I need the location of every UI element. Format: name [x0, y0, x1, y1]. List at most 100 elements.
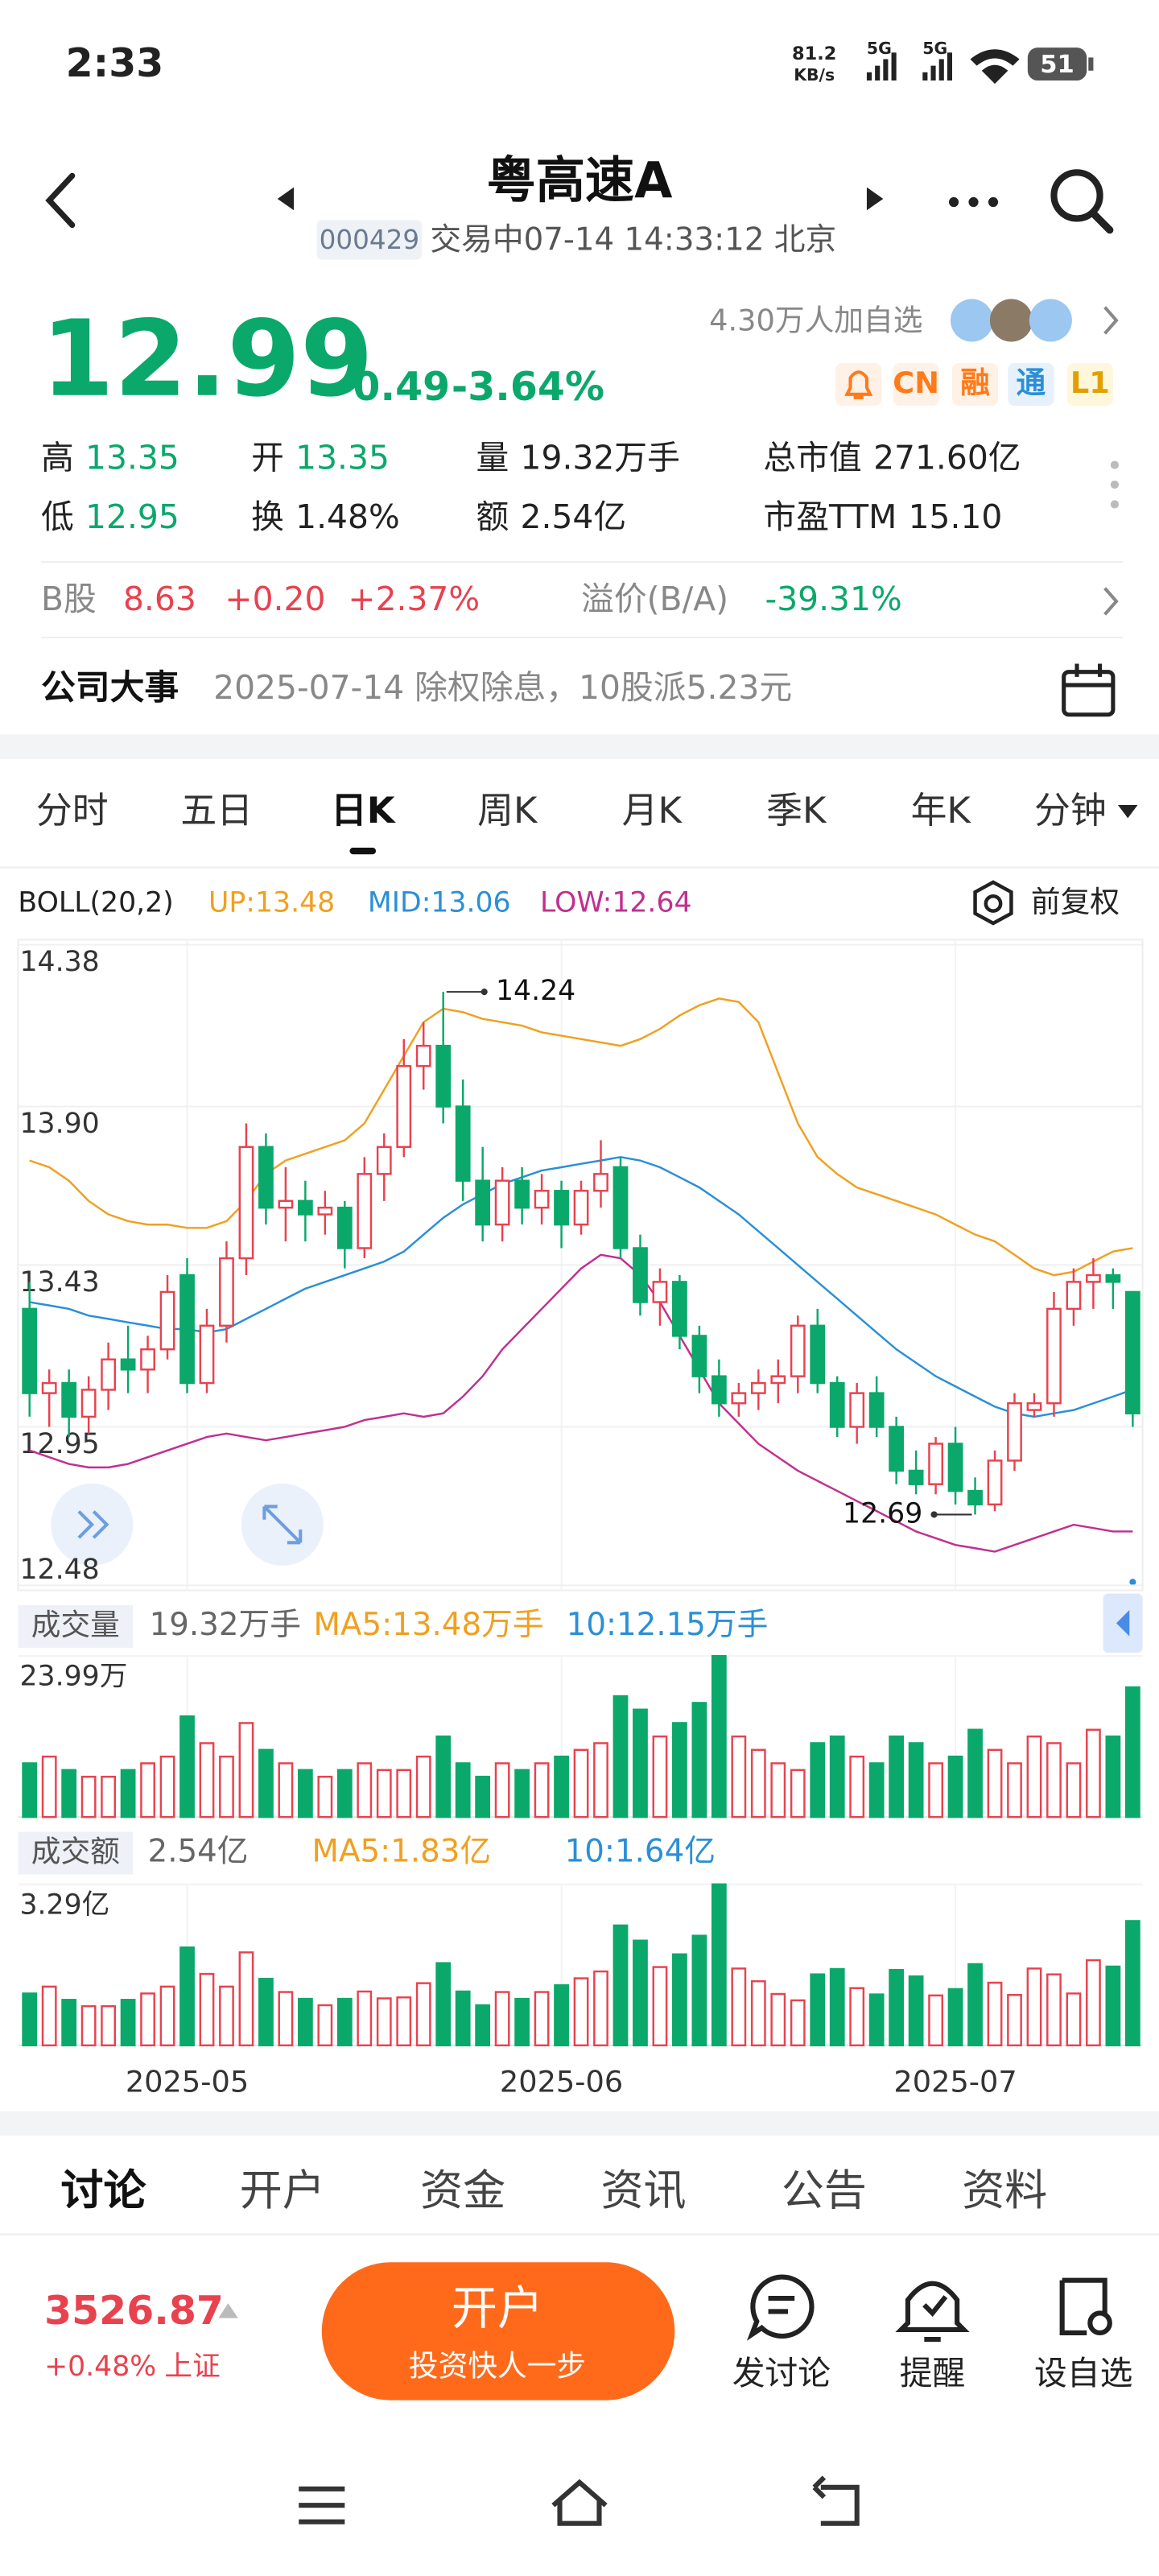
y-tick-label: 12.48 — [19, 1554, 99, 1586]
spacer — [0, 2111, 1159, 2136]
candle-body — [219, 1257, 234, 1327]
discuss-icon[interactable] — [746, 2274, 815, 2341]
legend-entry: UP:13.48 — [208, 886, 335, 919]
bar — [1105, 1735, 1121, 1818]
trend-arrow — [218, 2303, 238, 2318]
remind-icon[interactable] — [895, 2281, 970, 2343]
content-tab[interactable]: 资金 — [420, 2165, 505, 2215]
period-tab[interactable]: 日K — [331, 789, 397, 832]
content-tab[interactable]: 资讯 — [601, 2165, 687, 2215]
bar — [1124, 1920, 1140, 2047]
prev-stock[interactable] — [277, 187, 295, 211]
candle-body — [435, 1044, 452, 1108]
stat: 总市值 271.60亿 — [763, 438, 1021, 477]
period-tab[interactable]: 分时 — [36, 789, 109, 832]
bar — [849, 1755, 865, 1818]
bar — [22, 1762, 38, 1818]
stat-value: 13.35 — [85, 438, 179, 477]
bar — [297, 1997, 313, 2047]
nav-bar[interactable] — [299, 2475, 860, 2526]
bar — [199, 1742, 215, 1818]
next-stock[interactable] — [866, 187, 884, 211]
period-tab[interactable]: 年K — [911, 789, 972, 832]
bar — [238, 1722, 254, 1818]
candle-body — [652, 1281, 668, 1303]
bar — [179, 1715, 195, 1818]
candle-body — [731, 1392, 747, 1405]
candle-body — [967, 1489, 983, 1506]
period-tab[interactable]: 周K — [477, 789, 538, 832]
bar — [672, 1722, 687, 1818]
search-button[interactable] — [1050, 169, 1114, 234]
candle-body — [947, 1443, 963, 1492]
stat: 开 13.35 — [251, 438, 390, 477]
bar — [475, 1775, 491, 1818]
low-annotation: 12.69 — [843, 1497, 922, 1530]
bar — [1046, 1742, 1062, 1818]
fullscreen-button[interactable] — [241, 1483, 324, 1566]
content-tab[interactable]: 开户 — [240, 2165, 325, 2215]
period-tab[interactable]: 月K — [622, 789, 683, 832]
open-account-button[interactable] — [321, 2262, 675, 2401]
bar — [829, 1735, 845, 1818]
more-stats[interactable] — [1110, 460, 1120, 509]
bar — [120, 1999, 136, 2047]
candle-body — [1007, 1402, 1022, 1462]
button-subtitle: 投资快人一步 — [409, 2348, 586, 2383]
settings-icon[interactable] — [973, 880, 1013, 926]
candle-body — [633, 1247, 648, 1303]
watch-icon[interactable] — [1059, 2277, 1112, 2336]
stat-label: 高 — [41, 438, 74, 477]
side-tab[interactable] — [1103, 1593, 1143, 1653]
content-tab[interactable]: 资料 — [962, 2165, 1047, 2215]
candle-body — [101, 1358, 116, 1391]
calendar-icon[interactable] — [1062, 663, 1116, 717]
candle-body — [849, 1392, 865, 1428]
back-button[interactable] — [45, 172, 76, 229]
bar — [1066, 1992, 1082, 2047]
bar — [494, 1762, 510, 1818]
boll-line — [29, 997, 1133, 1277]
period-tab[interactable]: 分钟 — [1034, 789, 1107, 832]
candle-body — [140, 1348, 155, 1371]
annotation-dot — [481, 989, 488, 996]
bar — [336, 1997, 353, 2047]
bar — [947, 1988, 963, 2047]
bar — [573, 1977, 589, 2047]
period-tab[interactable]: 五日 — [180, 789, 253, 832]
expand-button[interactable] — [51, 1483, 134, 1566]
bar — [1026, 1967, 1042, 2047]
trade-status: 交易中07-14 14:33:12 北京 — [430, 221, 836, 258]
clock: 2:33 — [66, 40, 164, 86]
bar — [238, 1951, 254, 2047]
dropdown-caret[interactable] — [1118, 805, 1138, 819]
stat-value: 13.35 — [295, 438, 390, 477]
content-tab[interactable]: 讨论 — [60, 2165, 146, 2215]
candle-body — [908, 1469, 924, 1485]
period-tab[interactable]: 季K — [766, 789, 827, 832]
event-text: 2025-07-14 除权除息，10股派5.23元 — [213, 668, 792, 707]
annotation-dot — [930, 1511, 938, 1518]
bar — [455, 1762, 471, 1818]
bar — [140, 1762, 155, 1818]
bar — [987, 1748, 1003, 1818]
candle-body — [1105, 1274, 1121, 1283]
y-tick-label: 3.29亿 — [19, 1889, 109, 1921]
content-tab[interactable]: 公告 — [782, 2165, 867, 2215]
chevron[interactable] — [1103, 587, 1119, 616]
bar — [140, 1992, 155, 2047]
candle-body — [770, 1375, 786, 1385]
candle-body — [534, 1190, 550, 1209]
chevron[interactable] — [1103, 306, 1119, 335]
bar — [573, 1748, 589, 1818]
more-button[interactable] — [948, 196, 999, 208]
index-name: 上证 — [164, 2351, 220, 2383]
bar — [61, 1999, 77, 2047]
bar — [868, 1993, 885, 2047]
alert-tag[interactable] — [835, 363, 882, 407]
event-label: 公司大事 — [41, 668, 179, 708]
candle-body — [297, 1199, 313, 1216]
stat: 量 19.32万手 — [476, 438, 680, 477]
bar — [633, 1708, 648, 1818]
